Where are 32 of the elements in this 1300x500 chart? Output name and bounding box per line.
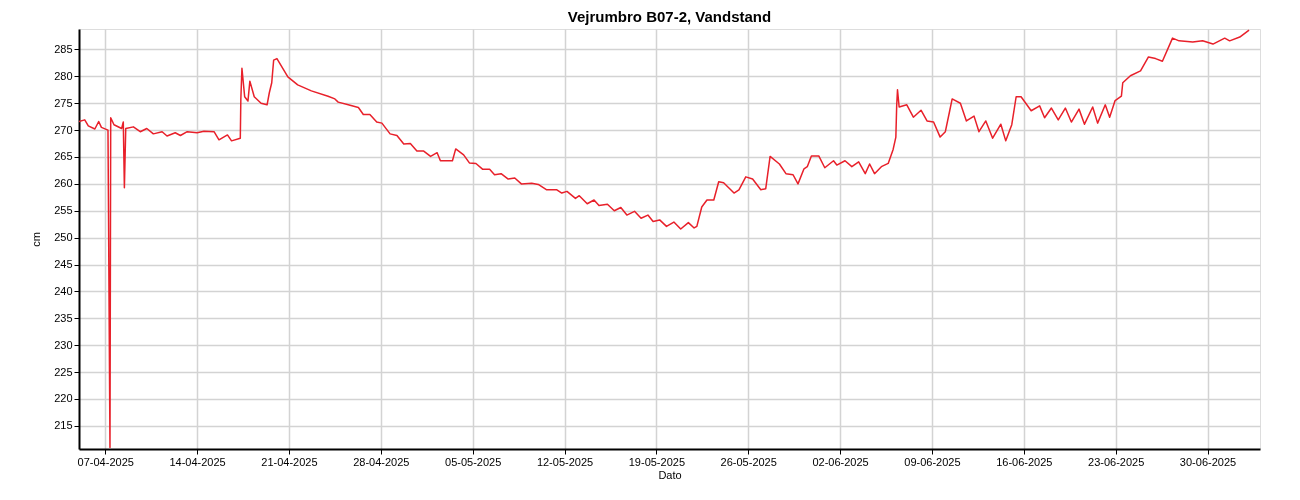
x-tick-label: 14-04-2025	[169, 455, 226, 468]
x-tick-label: 05-05-2025	[445, 455, 502, 468]
y-tick-label: 235	[54, 311, 73, 324]
x-tick-label: 28-04-2025	[353, 455, 410, 468]
x-tick-label: 12-05-2025	[536, 455, 594, 468]
chart-title: Vejrumbro B07-2, Vandstand	[567, 8, 772, 25]
y-tick-label: 230	[54, 338, 73, 351]
y-tick-label: 270	[54, 123, 73, 136]
x-axis-title: Dato	[658, 468, 682, 481]
x-tick-label: 07-04-2025	[77, 455, 134, 468]
y-tick-label: 280	[54, 69, 73, 82]
x-tick-label: 16-06-2025	[996, 455, 1053, 468]
x-tick-label: 30-06-2025	[1179, 455, 1237, 468]
y-tick-label: 260	[54, 177, 73, 190]
y-tick-label: 225	[54, 365, 73, 378]
y-axis-title: cm	[30, 232, 43, 247]
y-tick-label: 250	[54, 231, 73, 244]
y-tick-label: 215	[54, 419, 73, 432]
y-tick-label: 265	[54, 150, 73, 163]
x-tick-label: 19-05-2025	[628, 455, 686, 468]
y-tick-label: 240	[54, 284, 73, 297]
x-tick-label: 02-06-2025	[812, 455, 869, 468]
y-tick-label: 275	[54, 96, 73, 109]
y-tick-label: 245	[54, 258, 73, 271]
y-tick-label: 285	[54, 42, 73, 55]
line-series	[79, 29, 1250, 449]
y-tick-label: 255	[54, 204, 73, 217]
y-tick-label: 220	[54, 392, 73, 405]
x-tick-label: 21-04-2025	[261, 455, 318, 468]
x-tick-label: 26-05-2025	[720, 455, 777, 468]
x-tick-label: 09-06-2025	[904, 455, 961, 468]
x-tick-label: 23-06-2025	[1088, 455, 1145, 468]
